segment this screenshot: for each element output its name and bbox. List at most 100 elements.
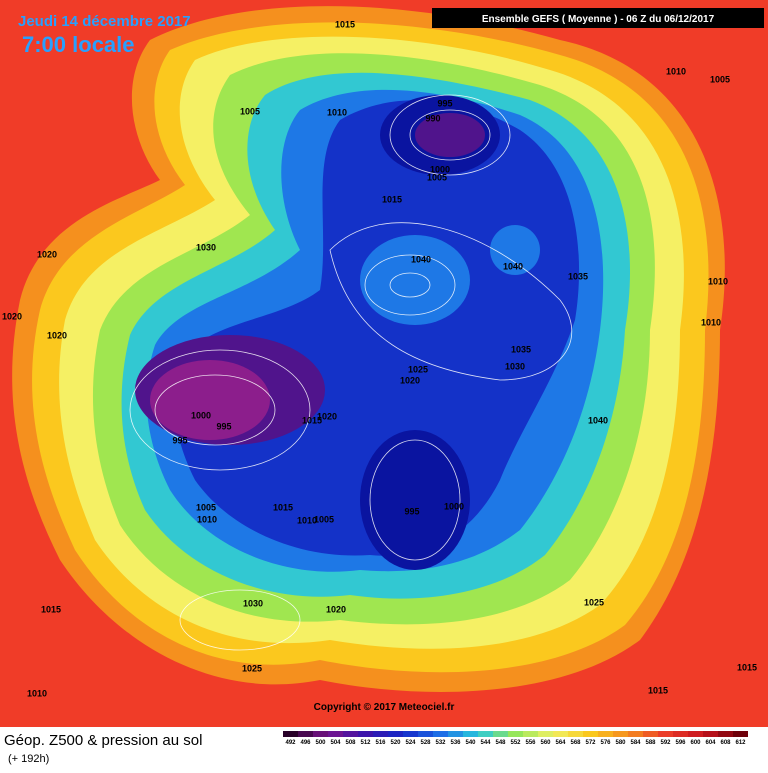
contour-label: 1000: [430, 164, 450, 174]
colorbar-label: 560: [540, 740, 551, 746]
contour-label: 1015: [648, 685, 668, 695]
footer-title: Géop. Z500 & pression au sol: [4, 732, 202, 749]
contour-label: 1015: [302, 415, 322, 425]
contour-label: 1035: [511, 344, 531, 354]
colorbar-swatch: [298, 731, 313, 737]
colorbar-label: 612: [735, 740, 746, 746]
contour-label: 1010: [327, 107, 347, 117]
colorbar-label: 544: [480, 740, 491, 746]
contour-label: 1015: [737, 662, 757, 672]
colorbar-swatch: [688, 731, 703, 737]
colorbar-swatch: [673, 731, 688, 737]
colorbar-label: 596: [675, 740, 686, 746]
colorbar-label: 492: [285, 740, 296, 746]
colorbar-swatch: [508, 731, 523, 737]
colorbar-label: 496: [300, 740, 311, 746]
contour-label: 1020: [47, 330, 67, 340]
contour-label: 1005: [427, 172, 447, 182]
contour-label: 1005: [196, 502, 216, 512]
colorbar-label: 508: [345, 740, 356, 746]
contour-label: 1010: [666, 66, 686, 76]
colorbar: 492 496 500 504 508 512 516 520 524 528 532 536 540 5…: [283, 731, 748, 746]
colorbar-swatch: [343, 731, 358, 737]
contour-label: 1015: [41, 604, 61, 614]
contour-label: 995: [404, 506, 419, 516]
contour-label: 1020: [400, 375, 420, 385]
contour-label: 990: [425, 113, 440, 123]
colorbar-swatch: [388, 731, 403, 737]
map-field: [0, 0, 768, 727]
colorbar-swatch: [463, 731, 478, 737]
colorbar-swatch: [403, 731, 418, 737]
colorbar-label: 572: [585, 740, 596, 746]
contour-label: 1010: [197, 514, 217, 524]
colorbar-label: 568: [570, 740, 581, 746]
colorbar-swatch: [373, 731, 388, 737]
colorbar-label: 532: [435, 740, 446, 746]
colorbar-swatch: [703, 731, 718, 737]
contour-label: 995: [437, 98, 452, 108]
colorbar-swatch: [418, 731, 433, 737]
colorbar-label: 548: [495, 740, 506, 746]
colorbar-swatch: [658, 731, 673, 737]
contour-label: 1030: [505, 361, 525, 371]
colorbar-label: 600: [690, 740, 701, 746]
contour-label: 1020: [326, 604, 346, 614]
colorbar-label: 528: [420, 740, 431, 746]
colorbar-label: 516: [375, 740, 386, 746]
colorbar-swatch: [538, 731, 553, 737]
colorbar-swatch: [553, 731, 568, 737]
contour-label: 1035: [568, 271, 588, 281]
colorbar-label: 564: [555, 740, 566, 746]
contour-label: 1020: [37, 249, 57, 259]
contours: [129, 94, 572, 651]
colorbar-swatch: [628, 731, 643, 737]
colorbar-label: 524: [405, 740, 416, 746]
contour-label: 995: [216, 421, 231, 431]
contour-label: 1005: [314, 514, 334, 524]
contour-label: 995: [172, 435, 187, 445]
colorbar-label: 540: [465, 740, 476, 746]
contour-label: 1020: [317, 411, 337, 421]
contour-label: 1040: [588, 415, 608, 425]
contour-label: 1030: [196, 242, 216, 252]
colorbar-label: 576: [600, 740, 611, 746]
colorbar-swatch: [523, 731, 538, 737]
footer-lead: (+ 192h): [8, 753, 49, 765]
colorbar-swatch: [448, 731, 463, 737]
colorbar-swatch: [283, 731, 298, 737]
contour-label: 1010: [297, 515, 317, 525]
contour-label: 1030: [243, 598, 263, 608]
contour-label: 1015: [273, 502, 293, 512]
copyright: Copyright © 2017 Meteociel.fr: [314, 702, 455, 713]
contour-label: 1010: [27, 688, 47, 698]
colorbar-swatch: [598, 731, 613, 737]
colorbar-label: 504: [330, 740, 341, 746]
contour-label: 1040: [411, 254, 431, 264]
colorbar-swatch: [313, 731, 328, 737]
contour-label: 1000: [191, 410, 211, 420]
colorbar-swatch: [568, 731, 583, 737]
contour-label: 1025: [584, 597, 604, 607]
colorbar-swatch: [328, 731, 343, 737]
colorbar-swatch: [583, 731, 598, 737]
contour-label: 1010: [701, 317, 721, 327]
colorbar-label: 536: [450, 740, 461, 746]
colorbar-label: 608: [720, 740, 731, 746]
colorbar-label: 520: [390, 740, 401, 746]
run-box: [432, 8, 764, 28]
colorbar-label: 580: [615, 740, 626, 746]
contour-label: 1040: [503, 261, 523, 271]
colorbar-label: 500: [315, 740, 326, 746]
colorbar-label: 556: [525, 740, 536, 746]
date: Jeudi 14 décembre 2017: [18, 13, 191, 30]
contour-label: 1005: [710, 74, 730, 84]
colorbar-label: 584: [630, 740, 641, 746]
colorbar-label: 512: [360, 740, 371, 746]
colorbar-label: 588: [645, 740, 656, 746]
colorbar-swatch: [478, 731, 493, 737]
colorbar-label: 552: [510, 740, 521, 746]
colorbar-swatch: [643, 731, 658, 737]
